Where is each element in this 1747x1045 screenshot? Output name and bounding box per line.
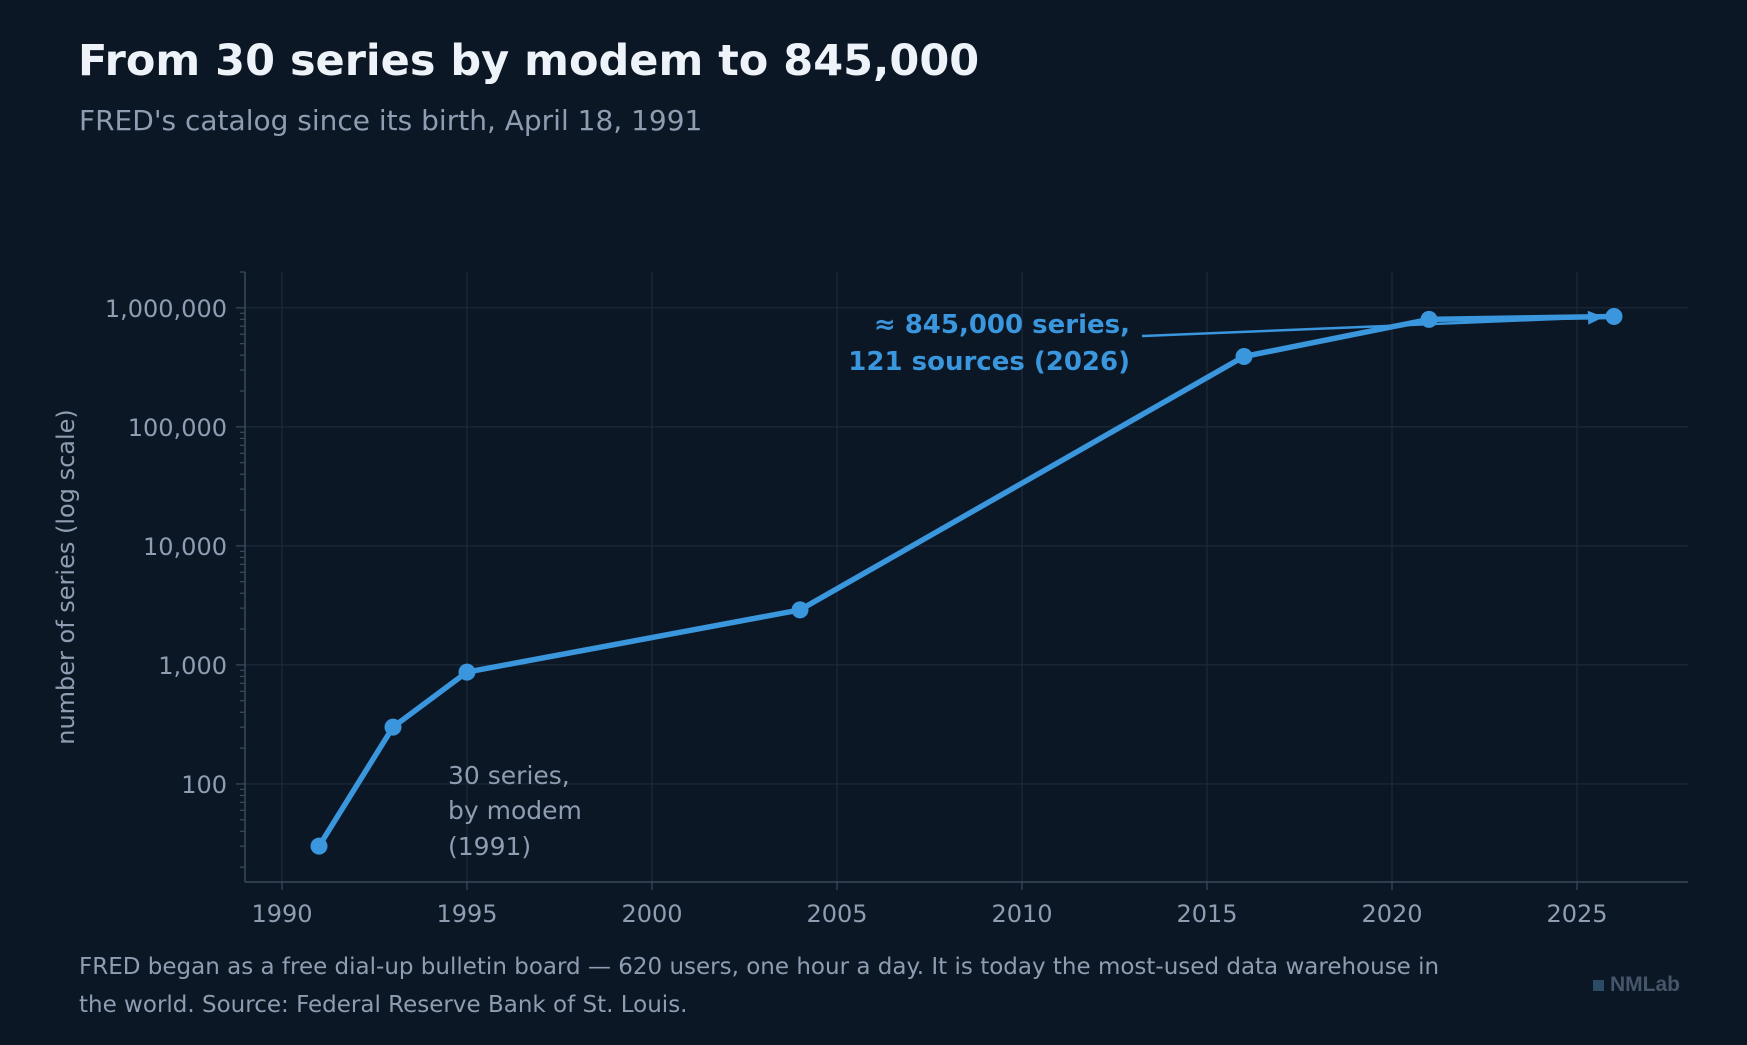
x-tick-label: 2025 — [1546, 900, 1607, 928]
brand-mark-icon — [1593, 979, 1604, 991]
data-point — [791, 601, 809, 619]
data-point — [458, 663, 476, 681]
annotation-30-series-line1: 30 series, — [448, 761, 570, 790]
x-tick-label: 2000 — [621, 900, 682, 928]
series — [310, 308, 1623, 855]
annotation-30-series-line3: (1991) — [448, 832, 531, 861]
y-tick-label: 100 — [181, 771, 227, 799]
x-tick-label: 2010 — [991, 900, 1052, 928]
data-point — [1605, 308, 1623, 326]
brand-name: NMLab — [1610, 973, 1680, 996]
x-tick-label: 1990 — [251, 900, 312, 928]
data-point — [310, 837, 328, 855]
annotation-arrow-line — [1141, 315, 1605, 338]
y-tick-label: 100,000 — [128, 414, 227, 442]
annotation-845000-line2: 121 sources (2026) — [848, 347, 1130, 377]
data-point — [1235, 348, 1253, 366]
x-tick-label: 2020 — [1361, 900, 1422, 928]
x-tick-label: 2005 — [806, 900, 867, 928]
x-tick-label: 1995 — [436, 900, 497, 928]
chart-title: From 30 series by modem to 845,000 — [78, 36, 980, 86]
annotation-845000-line1: ≈ 845,000 series, — [874, 310, 1130, 340]
y-tick-label: 1,000 — [158, 652, 227, 680]
footer-note: FRED began as a free dial-up bulletin bo… — [79, 954, 1440, 1018]
x-tick-label: 2015 — [1176, 900, 1237, 928]
axes — [236, 271, 1688, 890]
annotation-arrowhead-icon — [1587, 310, 1604, 325]
grid-lines — [245, 272, 1688, 882]
y-axis-label: number of series (log scale) — [52, 409, 80, 745]
y-tick-label: 1,000,000 — [105, 295, 227, 323]
annotation-30-series-line2: by modem — [448, 796, 582, 825]
annotations: ≈ 845,000 series, 121 sources (2026) 30 se… — [448, 310, 1605, 861]
brand-logo: NMLab — [1593, 973, 1680, 997]
chart-subtitle: FRED's catalog since its birth, April 18… — [79, 104, 703, 137]
y-tick-label: 10,000 — [143, 533, 227, 561]
tick-labels: 1990 1995 2000 2005 2010 2015 2020 2025 100 1,000… — [105, 295, 1608, 928]
data-point — [384, 718, 402, 736]
